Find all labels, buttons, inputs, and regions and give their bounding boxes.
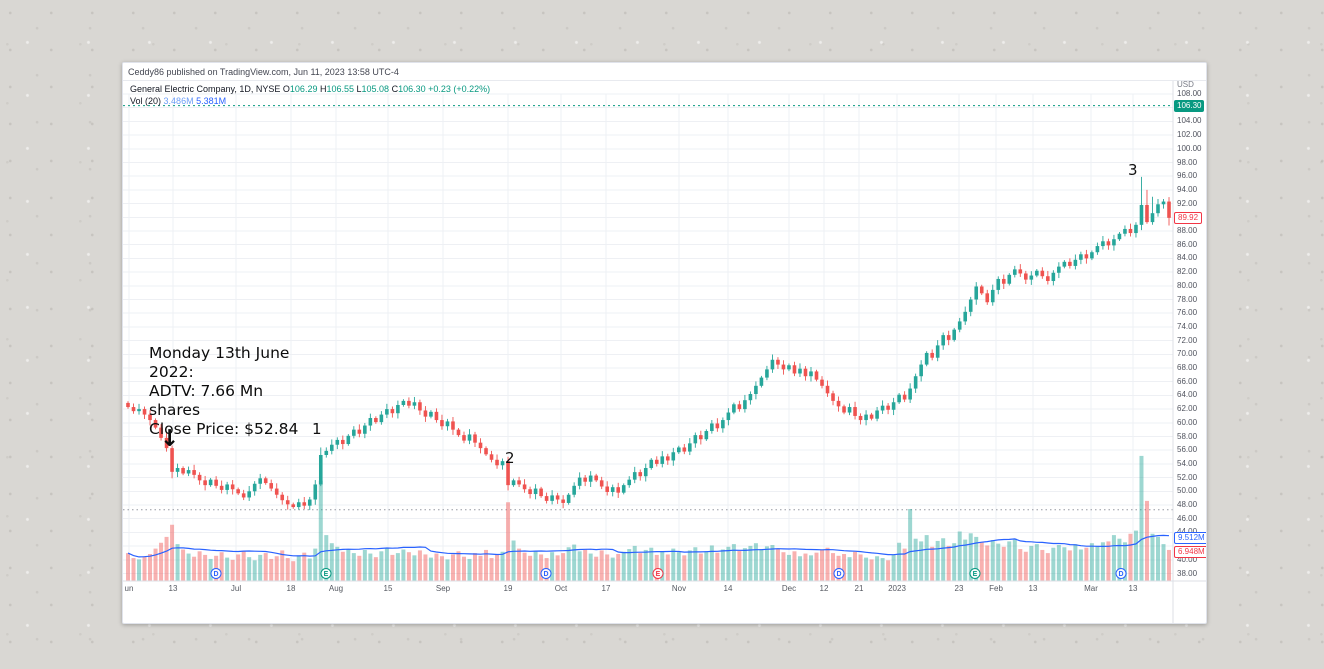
price-tick-label: 86.00 xyxy=(1177,239,1198,249)
open-value: 106.29 xyxy=(289,84,318,94)
price-tick-label: 84.00 xyxy=(1177,253,1198,263)
candlestick-chart[interactable] xyxy=(123,81,1206,623)
price-tick-label: 44.00 xyxy=(1177,527,1197,536)
price-tick-label: 38.00 xyxy=(1177,568,1198,578)
time-tick-label: Jul xyxy=(230,584,242,593)
dividend-event-icon[interactable]: D xyxy=(540,568,552,579)
time-tick-label: 14 xyxy=(723,584,733,593)
earnings-event-icon[interactable]: E xyxy=(969,568,981,579)
annotation-line: Close Price: $52.84 xyxy=(149,420,299,438)
time-tick-label: 18 xyxy=(286,584,296,593)
number-marker-3[interactable]: 3 xyxy=(1128,161,1138,179)
low-label: L xyxy=(356,84,362,94)
time-tick-label: 2023 xyxy=(888,584,906,593)
price-tick-label: 102.00 xyxy=(1177,130,1202,140)
time-tick-label: 17 xyxy=(601,584,611,593)
annotation-line: shares xyxy=(149,401,201,419)
price-tick-label: 52.00 xyxy=(1177,472,1198,482)
time-tick-label: Sep xyxy=(435,584,451,593)
price-tick-label: 100.00 xyxy=(1177,143,1202,153)
price-tick-label: 54.00 xyxy=(1177,458,1198,468)
change-value: +0.23 (+0.22%) xyxy=(428,84,491,94)
volume-current-value: 3.486M xyxy=(163,96,194,106)
time-tick-label: 13 xyxy=(168,584,178,593)
annotation-line: Monday 13th June xyxy=(149,344,290,362)
last-close-badge: 89.92 xyxy=(1174,211,1203,224)
price-tick-label: 66.00 xyxy=(1177,376,1198,386)
volume-ma-value: 5.381M xyxy=(196,96,227,106)
price-axis-currency: USD xyxy=(1177,80,1194,89)
number-marker-2[interactable]: 2 xyxy=(505,449,515,467)
price-tick-label: 82.00 xyxy=(1177,267,1198,277)
time-tick-label: 13 xyxy=(1028,584,1038,593)
price-tick-label: 92.00 xyxy=(1177,198,1198,208)
price-tick-label: 108.00 xyxy=(1177,89,1202,98)
price-tick-label: 64.00 xyxy=(1177,390,1198,400)
price-tick-label: 104.00 xyxy=(1177,116,1202,126)
price-tick-label: 88.00 xyxy=(1177,226,1198,235)
price-tick-label: 74.00 xyxy=(1177,321,1198,331)
published-byline: Ceddy86 published on TradingView.com, Ju… xyxy=(123,63,1206,81)
price-tick-label: 72.00 xyxy=(1177,335,1198,345)
time-tick-label: Nov xyxy=(671,584,687,593)
price-tick-label: 94.00 xyxy=(1177,184,1198,194)
time-tick-label: Feb xyxy=(989,584,1003,593)
time-tick-label: 12 xyxy=(819,584,829,593)
price-tick-label: 48.00 xyxy=(1177,500,1198,509)
price-tick-label: 50.00 xyxy=(1177,486,1198,496)
price-tick-label: 58.00 xyxy=(1177,431,1198,441)
price-tick-label: 62.00 xyxy=(1177,404,1198,414)
time-tick-label: 23 xyxy=(954,584,964,593)
dividend-event-icon[interactable]: D xyxy=(833,568,845,579)
symbol-ohlc-row[interactable]: General Electric Company, 1D, NYSE O106.… xyxy=(130,84,490,94)
high-value: 106.55 xyxy=(326,84,354,94)
price-tick-label: 60.00 xyxy=(1177,417,1198,427)
high-label: H xyxy=(319,84,327,94)
time-tick-label: un xyxy=(124,584,134,593)
chart-legend: General Electric Company, 1D, NYSE O106.… xyxy=(130,84,490,106)
annotation-line: ADTV: 7.66 Mn xyxy=(149,382,264,400)
price-tick-label: 56.00 xyxy=(1177,445,1198,455)
dividend-event-icon[interactable]: D xyxy=(1115,568,1127,579)
price-tick-label: 40.00 xyxy=(1177,554,1198,564)
time-tick-label: Dec xyxy=(781,584,797,593)
open-label: O xyxy=(282,84,290,94)
time-tick-label: Oct xyxy=(554,584,568,593)
price-tick-label: 68.00 xyxy=(1177,363,1198,372)
price-tick-label: 76.00 xyxy=(1177,308,1198,318)
current-price-badge: 106.30 xyxy=(1174,99,1205,112)
symbol-title: General Electric Company, 1D, NYSE xyxy=(130,84,281,94)
volume-ma-badge: 9.512M xyxy=(1174,532,1206,544)
time-tick-label: Aug xyxy=(328,584,344,593)
price-tick-label: 98.00 xyxy=(1177,157,1198,167)
time-tick-label: 13 xyxy=(1128,584,1138,593)
volume-indicator-label: Vol (20) xyxy=(130,96,162,106)
time-tick-label: Mar xyxy=(1084,584,1098,593)
number-marker-1[interactable]: 1 xyxy=(312,420,322,438)
time-tick-label: 15 xyxy=(383,584,393,593)
price-tick-label: 96.00 xyxy=(1177,171,1198,181)
tradingview-snapshot-card: Ceddy86 published on TradingView.com, Ju… xyxy=(122,62,1207,624)
annotation-line: 2022: xyxy=(149,363,194,381)
volume-indicator-row[interactable]: Vol (20) 3.486M 5.381M xyxy=(130,96,490,106)
earnings-event-icon[interactable]: E xyxy=(320,568,332,579)
earnings-event-icon[interactable]: E xyxy=(652,568,664,579)
volume-badge: 6.948M xyxy=(1174,546,1206,558)
price-tick-label: 80.00 xyxy=(1177,280,1198,290)
close-label: C xyxy=(391,84,399,94)
down-arrow-drawing[interactable]: ↓ xyxy=(160,426,180,452)
time-tick-label: 19 xyxy=(503,584,513,593)
price-tick-label: 78.00 xyxy=(1177,294,1198,304)
price-tick-label: 46.00 xyxy=(1177,513,1198,523)
time-tick-label: 21 xyxy=(854,584,864,593)
close-value: 106.30 xyxy=(398,84,426,94)
annotation-text-drawing[interactable]: Monday 13th June 2022: ADTV: 7.66 Mn shares… xyxy=(149,344,298,439)
price-tick-label: 70.00 xyxy=(1177,349,1198,359)
low-value: 105.08 xyxy=(361,84,390,94)
dividend-event-icon[interactable]: D xyxy=(210,568,222,579)
